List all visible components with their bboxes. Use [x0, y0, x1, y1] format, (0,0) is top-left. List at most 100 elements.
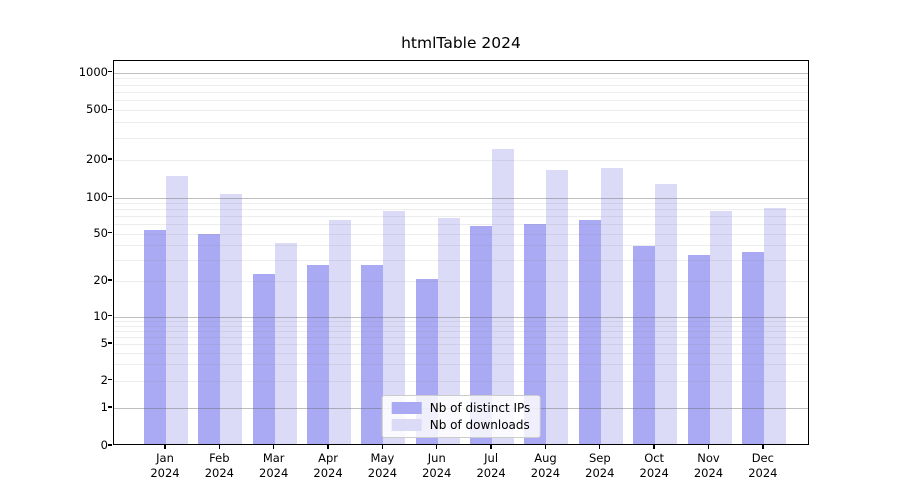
- x-tick-label: Dec 2024: [731, 451, 795, 481]
- x-tick-month: Feb: [209, 451, 230, 465]
- bar-distinct-ips: [307, 265, 330, 444]
- x-tick-mark: [436, 445, 438, 449]
- y-tick-label: 5: [100, 336, 108, 351]
- y-tick-mark: [108, 279, 112, 281]
- bar-downloads: [329, 219, 352, 444]
- y-tick-mark: [108, 378, 112, 381]
- x-tick-label: Sep 2024: [568, 451, 632, 481]
- x-tick-month: Jan: [156, 451, 174, 465]
- y-tick-label: 500: [86, 102, 108, 117]
- bar-downloads: [492, 149, 515, 444]
- x-tick-label: Nov 2024: [677, 451, 741, 481]
- y-tick-mark: [108, 315, 112, 317]
- y-tick-mark: [108, 158, 112, 160]
- x-tick-year: 2024: [530, 466, 561, 480]
- x-tick-label: Oct 2024: [622, 451, 686, 481]
- y-tick-label: 10: [93, 308, 108, 323]
- x-tick-year: 2024: [585, 466, 615, 480]
- x-tick-year: 2024: [367, 466, 398, 480]
- x-tick-month: Aug: [534, 451, 557, 465]
- x-tick-label: Jul 2024: [459, 451, 523, 481]
- x-tick-label: Jun 2024: [405, 451, 469, 481]
- x-tick-mark: [653, 445, 655, 449]
- legend-swatch: [391, 402, 422, 414]
- y-tick-mark: [108, 196, 112, 198]
- x-tick-year: 2024: [204, 466, 234, 480]
- legend: Nb of distinct IPs Nb of downloads: [381, 395, 541, 438]
- bar-downloads: [600, 167, 623, 444]
- plot-area: Nb of distinct IPs Nb of downloads: [113, 60, 809, 445]
- x-tick-year: 2024: [639, 466, 669, 480]
- y-tick-mark: [108, 342, 112, 344]
- legend-label: Nb of downloads: [429, 418, 530, 432]
- bar-downloads: [655, 184, 678, 444]
- x-tick-year: 2024: [313, 466, 343, 480]
- bar-distinct-ips: [687, 254, 710, 444]
- bar-downloads: [763, 207, 786, 444]
- x-tick-month: May: [370, 451, 395, 465]
- bar-distinct-ips: [361, 265, 384, 444]
- x-tick-mark: [381, 445, 384, 449]
- x-tick-label: May 2024: [350, 451, 414, 481]
- x-tick-month: Jul: [484, 451, 499, 465]
- x-tick-label: Jan 2024: [133, 451, 197, 481]
- bar-downloads: [166, 175, 188, 444]
- y-tick-mark: [108, 108, 112, 111]
- y-tick-label: 1000: [78, 64, 108, 79]
- x-tick-month: Jun: [427, 451, 446, 465]
- bar-downloads: [274, 243, 297, 444]
- x-tick-label: Apr 2024: [296, 451, 360, 481]
- x-tick-month: Apr: [318, 451, 338, 465]
- x-tick-year: 2024: [748, 466, 778, 480]
- x-tick-month: Nov: [697, 451, 720, 465]
- y-tick-label: 200: [86, 152, 108, 167]
- bar-downloads: [546, 170, 569, 444]
- x-tick-month: Mar: [262, 451, 285, 465]
- x-tick-year: 2024: [422, 466, 452, 480]
- x-tick-mark: [599, 445, 601, 449]
- y-tick-mark: [108, 406, 112, 408]
- bar-distinct-ips: [524, 223, 547, 444]
- bar-distinct-ips: [252, 274, 275, 444]
- x-tick-mark: [273, 445, 275, 449]
- y-tick-label: 100: [86, 189, 108, 204]
- bar-distinct-ips: [741, 251, 764, 444]
- x-tick-mark: [327, 445, 329, 449]
- y-tick-mark: [108, 231, 112, 234]
- bars-layer: [114, 61, 808, 444]
- x-tick-mark: [218, 445, 221, 449]
- bar-distinct-ips: [633, 245, 656, 444]
- legend-swatch: [391, 419, 422, 431]
- x-tick-month: Sep: [588, 451, 611, 465]
- bar-distinct-ips: [198, 233, 221, 444]
- x-tick-year: 2024: [693, 466, 724, 480]
- x-tick-mark: [164, 445, 166, 449]
- y-tick-label: 50: [93, 225, 108, 240]
- x-tick-year: 2024: [150, 466, 180, 480]
- y-tick-label: 2: [100, 372, 108, 387]
- bar-downloads: [220, 193, 243, 444]
- x-tick-month: Dec: [751, 451, 774, 465]
- y-tick-label: 20: [93, 272, 108, 287]
- x-tick-label: Mar 2024: [242, 451, 306, 481]
- legend-label: Nb of distinct IPs: [429, 401, 531, 415]
- x-tick-year: 2024: [476, 466, 506, 480]
- bar-downloads: [709, 211, 732, 444]
- legend-item: Nb of downloads: [391, 418, 531, 432]
- x-tick-mark: [490, 445, 492, 449]
- bar-distinct-ips: [578, 220, 601, 444]
- x-tick-mark: [544, 445, 547, 449]
- bar-distinct-ips: [470, 225, 493, 444]
- x-tick-month: Oct: [644, 451, 665, 465]
- x-tick-mark: [762, 445, 764, 449]
- x-tick-label: Feb 2024: [187, 451, 251, 481]
- bar-downloads: [437, 218, 460, 444]
- bar-distinct-ips: [144, 229, 166, 444]
- x-tick-label: Aug 2024: [513, 451, 577, 481]
- x-tick-year: 2024: [259, 466, 289, 480]
- y-tick-mark: [108, 444, 112, 446]
- legend-item: Nb of distinct IPs: [391, 401, 531, 415]
